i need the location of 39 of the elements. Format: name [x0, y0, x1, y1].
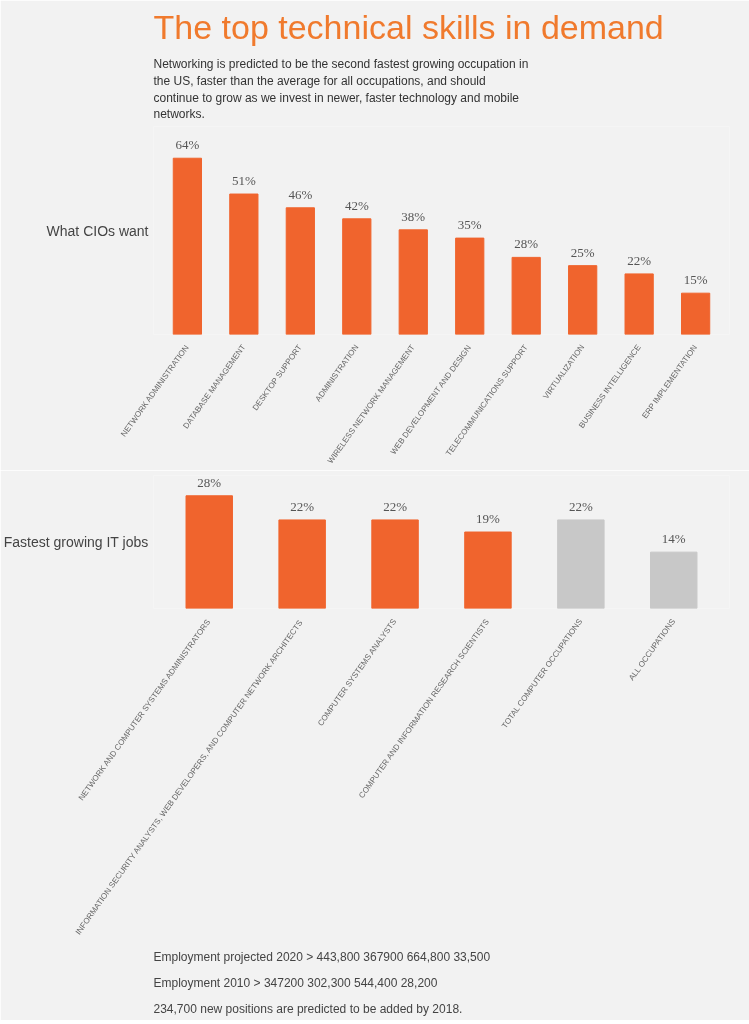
bar	[342, 218, 372, 335]
data-label: 28%	[197, 474, 222, 490]
bar	[185, 495, 233, 609]
data-label: 51%	[231, 173, 256, 189]
bar	[371, 519, 419, 609]
y-axis-title: What CIOs want	[46, 222, 149, 239]
data-label: 22%	[627, 252, 652, 268]
bar	[278, 519, 326, 609]
bar	[285, 207, 315, 335]
data-label: 38%	[401, 208, 426, 224]
data-label: 64%	[175, 137, 200, 153]
text: Employment 2010 > 347200 302,300 544,400 28,200	[153, 975, 438, 990]
bar	[464, 531, 512, 609]
y-axis-title: Fastest growing IT jobs	[3, 534, 149, 550]
data-label: 46%	[288, 186, 313, 202]
bar	[557, 519, 605, 609]
data-label: 15%	[683, 272, 708, 288]
bar	[511, 256, 541, 335]
data-label: 14%	[661, 531, 686, 547]
chart-subtitle: Networking is predicted to be the second fastest growing occupation in the US, faster than the average for all occupations, and should continue to grow as we invest in newer, faster technology and mobile networks.	[153, 57, 529, 122]
bar	[229, 193, 259, 335]
data-label: 22%	[290, 498, 315, 514]
bar	[624, 273, 654, 335]
data-label: 28%	[514, 236, 539, 252]
data-label: 42%	[344, 197, 369, 213]
bar	[172, 157, 202, 335]
bar	[650, 551, 698, 609]
bar	[681, 292, 711, 335]
data-label: 25%	[570, 244, 595, 260]
data-label: 35%	[457, 217, 482, 233]
bar	[398, 229, 428, 335]
bar	[568, 265, 598, 335]
data-label: 22%	[383, 498, 408, 514]
data-label: 19%	[476, 511, 501, 527]
data-label: 22%	[568, 498, 593, 514]
bar	[455, 237, 485, 335]
chart-title: The top technical skills in demand	[153, 7, 664, 46]
text: 234,700 new positions are predicted to be added by 2018.	[153, 1001, 463, 1016]
text: Employment projected 2020 > 443,800 367900 664,800 33,500	[153, 949, 491, 964]
